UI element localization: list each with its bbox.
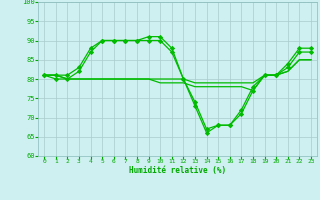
X-axis label: Humidité relative (%): Humidité relative (%) <box>129 166 226 175</box>
